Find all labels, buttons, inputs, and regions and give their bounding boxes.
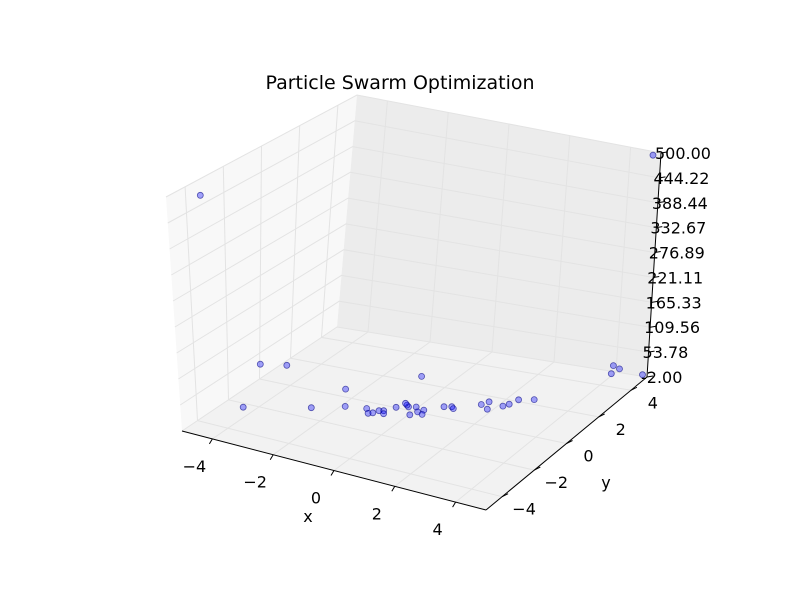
left-pane	[166, 95, 357, 431]
z-gridline	[167, 120, 660, 224]
data-point	[616, 365, 623, 373]
z-tick-label: 221.11	[647, 268, 703, 287]
data-point	[607, 370, 615, 378]
data-point	[483, 405, 491, 413]
z-gridline	[178, 274, 651, 380]
z-tick-label: -2.00	[641, 368, 682, 387]
z-tick	[650, 325, 657, 328]
z-gridline	[174, 223, 654, 328]
y-tick	[534, 466, 541, 471]
data-point	[406, 411, 414, 419]
z-gridline	[181, 326, 648, 432]
z-tick	[660, 151, 668, 154]
data-point	[392, 403, 400, 411]
x-tick	[269, 454, 274, 460]
y-tick-label: 2	[616, 420, 626, 439]
data-point	[649, 151, 657, 159]
z-tick	[657, 201, 664, 204]
x-tick-label: −2	[243, 473, 267, 492]
z-gridline	[172, 197, 655, 302]
z-tick	[648, 350, 655, 353]
x-tick-label: 0	[311, 489, 321, 508]
z-tick-label: 332.67	[650, 219, 706, 238]
data-point	[369, 409, 377, 417]
data-point	[418, 410, 426, 418]
y-tick-label: −2	[545, 473, 569, 492]
data-point	[639, 371, 646, 379]
z-tick-label: 109.56	[644, 318, 700, 337]
z-tick	[651, 300, 658, 303]
z-tick-label: 444.22	[653, 169, 709, 188]
data-point	[239, 403, 247, 411]
data-point	[449, 405, 457, 413]
y-tick-label: −4	[512, 500, 536, 519]
y-tick-label: 0	[583, 447, 593, 466]
data-point	[380, 410, 388, 418]
y-tick	[566, 440, 573, 444]
y-tick	[630, 386, 638, 391]
data-point	[307, 404, 315, 412]
y-axis-label: y	[601, 473, 610, 492]
data-point	[530, 396, 538, 404]
z-gridline	[176, 249, 652, 354]
z-tick-label: 388.44	[652, 194, 708, 213]
y-tick	[598, 413, 605, 418]
back-pane	[337, 95, 661, 377]
x-tick-label: −4	[183, 457, 207, 476]
y-tick	[501, 493, 509, 498]
z-gridline	[179, 300, 649, 406]
data-point	[342, 385, 350, 393]
data-point	[402, 399, 409, 407]
data-point	[341, 402, 349, 410]
z-tick	[659, 176, 666, 179]
data-point	[196, 191, 204, 199]
z-tick	[646, 375, 654, 378]
x-tick	[330, 470, 335, 476]
z-gridline	[165, 94, 662, 198]
x-tick	[452, 501, 457, 508]
y-tick-label: 4	[648, 393, 658, 412]
x-axis-label: x	[303, 507, 312, 526]
z-gridline	[169, 146, 658, 250]
chart-title: Particle Swarm Optimization	[265, 72, 535, 94]
data-point	[283, 361, 291, 369]
data-point	[515, 396, 522, 404]
data-point	[256, 360, 264, 368]
z-axis-line	[646, 152, 662, 378]
x-tick-label: 4	[433, 520, 443, 539]
z-tick	[653, 275, 660, 278]
z-tick	[656, 226, 663, 229]
data-point	[505, 400, 513, 408]
z-gridline	[171, 171, 657, 276]
z-tick-label: 500.00	[655, 144, 711, 163]
data-point	[418, 372, 426, 380]
data-point	[412, 403, 420, 411]
data-point	[485, 398, 493, 406]
data-point	[477, 401, 485, 408]
x-tick-label: 2	[372, 504, 382, 523]
data-point	[375, 407, 383, 415]
x-tick	[391, 486, 396, 492]
z-tick-label: 276.89	[649, 244, 705, 263]
z-tick	[654, 251, 661, 254]
data-point	[440, 403, 448, 411]
data-point	[610, 362, 617, 370]
z-tick-label: 165.33	[646, 293, 702, 312]
z-tick-label: 53.78	[643, 343, 689, 362]
x-tick	[208, 438, 213, 445]
data-point	[499, 402, 507, 410]
